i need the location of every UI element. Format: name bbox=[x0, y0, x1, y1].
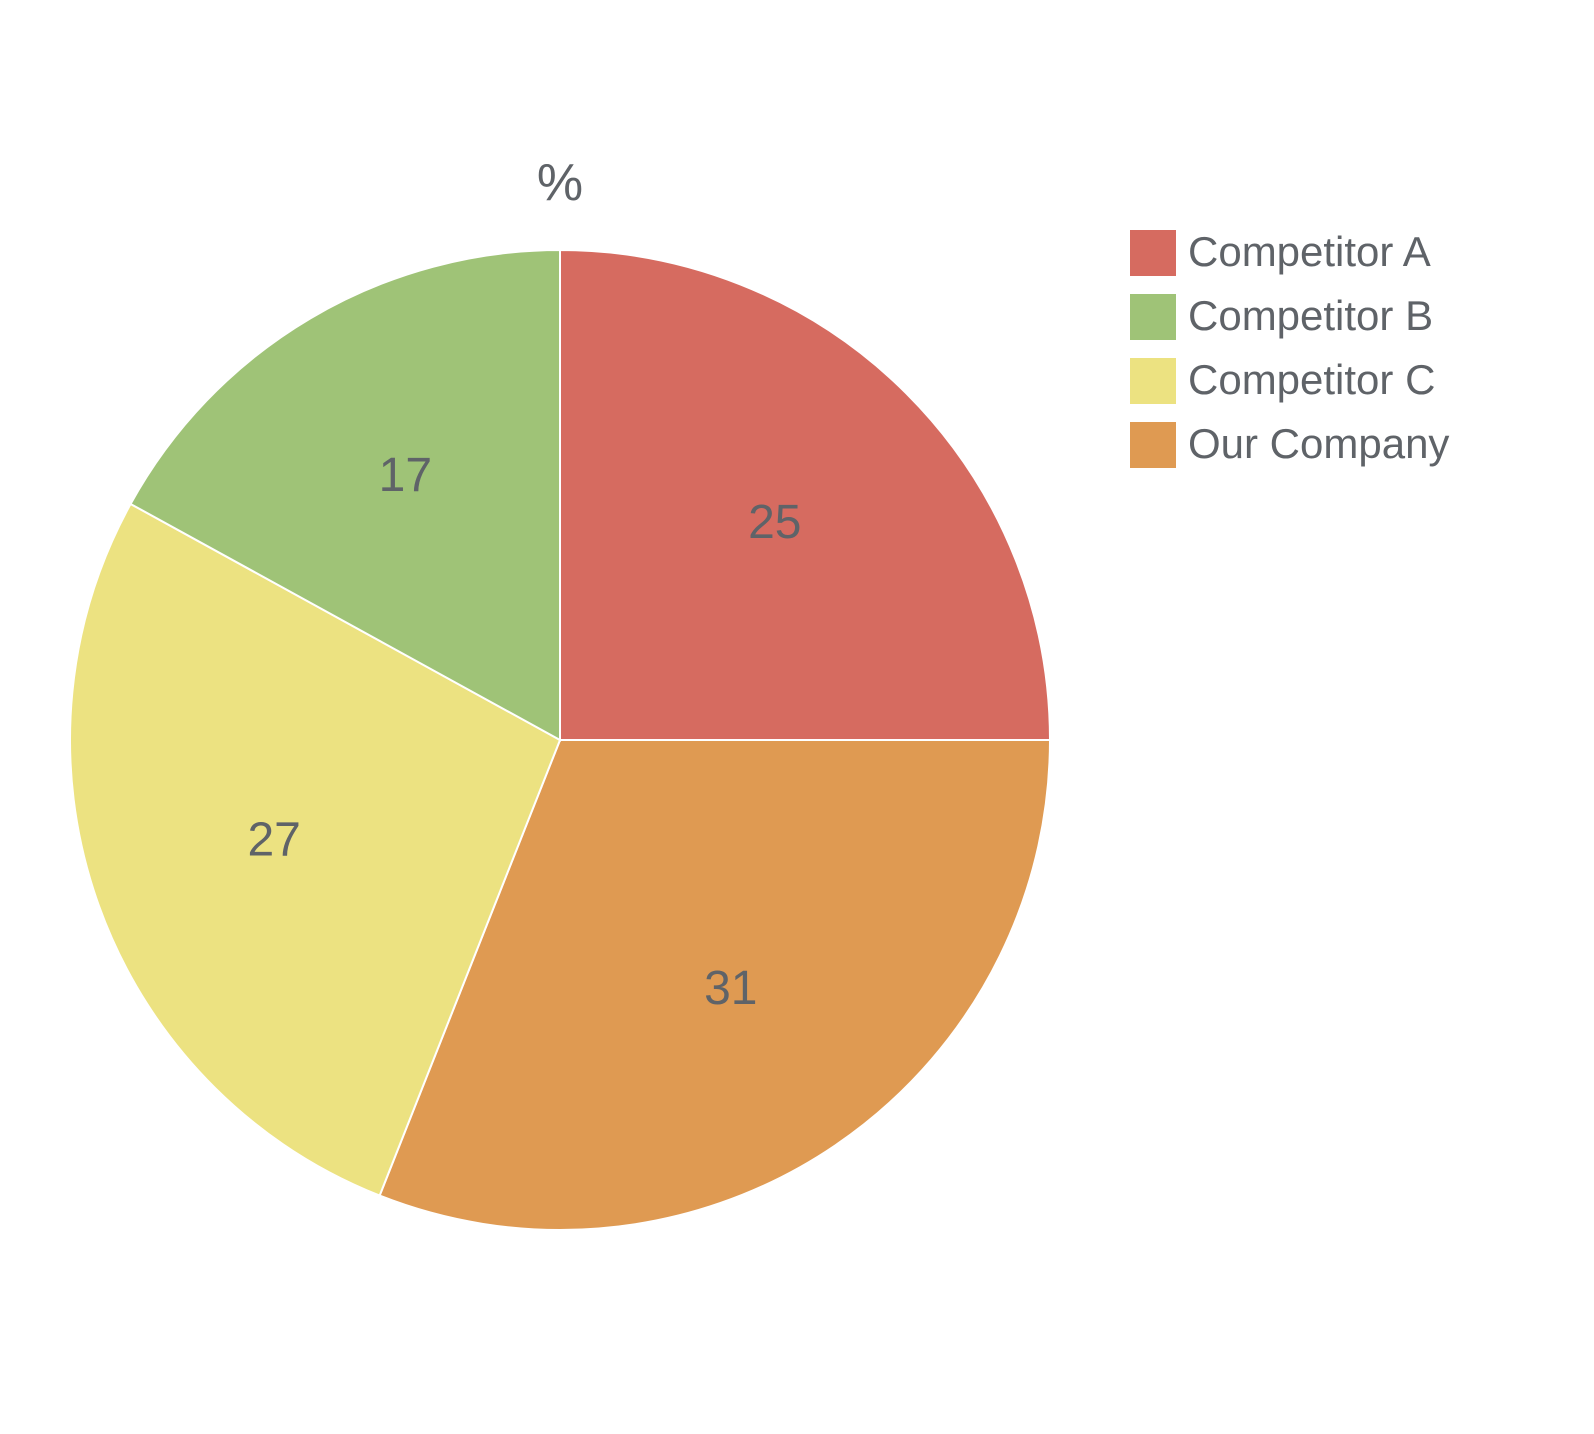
pie-chart-svg: 25 31 27 17% Competitor A Competitor B Competi… bbox=[0, 0, 1594, 1434]
pie-chart-container: 25 31 27 17% Competitor A Competitor B Competi… bbox=[0, 0, 1594, 1434]
legend-label: Competitor C bbox=[1188, 356, 1435, 403]
pie-slice-value: 17 bbox=[379, 449, 432, 502]
pie-slice-value: 31 bbox=[704, 962, 757, 1015]
legend-swatch bbox=[1130, 294, 1176, 340]
legend-item: Competitor B bbox=[1130, 292, 1433, 340]
legend-swatch bbox=[1130, 422, 1176, 468]
legend-label: Competitor B bbox=[1188, 292, 1433, 339]
legend-item: Competitor A bbox=[1130, 228, 1431, 276]
pie-slice-value: 25 bbox=[748, 496, 801, 549]
legend-label: Competitor A bbox=[1188, 228, 1431, 275]
legend-label: Our Company bbox=[1188, 420, 1449, 467]
pie-slices bbox=[70, 250, 1050, 1230]
chart-title: % bbox=[537, 154, 583, 212]
pie-slice-value: 27 bbox=[247, 814, 300, 867]
legend-swatch bbox=[1130, 230, 1176, 276]
legend-item: Competitor C bbox=[1130, 356, 1435, 404]
legend-swatch bbox=[1130, 358, 1176, 404]
